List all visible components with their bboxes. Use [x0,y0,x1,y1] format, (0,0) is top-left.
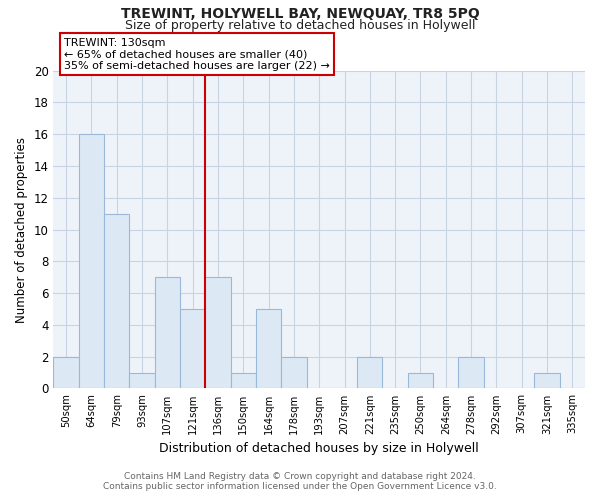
Bar [256,309,281,388]
Bar [230,372,256,388]
Y-axis label: Number of detached properties: Number of detached properties [15,136,28,322]
Text: TREWINT: 130sqm
← 65% of detached houses are smaller (40)
35% of semi-detached h: TREWINT: 130sqm ← 65% of detached houses… [64,38,330,70]
Bar [180,309,205,388]
Text: TREWINT, HOLYWELL BAY, NEWQUAY, TR8 5PQ: TREWINT, HOLYWELL BAY, NEWQUAY, TR8 5PQ [121,8,479,22]
Bar [458,356,484,388]
Bar [79,134,104,388]
Bar [357,356,382,388]
Bar [281,356,307,388]
Bar [53,356,79,388]
Text: Size of property relative to detached houses in Holywell: Size of property relative to detached ho… [125,18,475,32]
Bar [130,372,155,388]
Bar [155,277,180,388]
Bar [408,372,433,388]
Bar [205,277,230,388]
X-axis label: Distribution of detached houses by size in Holywell: Distribution of detached houses by size … [160,442,479,455]
Bar [104,214,130,388]
Bar [535,372,560,388]
Text: Contains HM Land Registry data © Crown copyright and database right 2024.
Contai: Contains HM Land Registry data © Crown c… [103,472,497,491]
